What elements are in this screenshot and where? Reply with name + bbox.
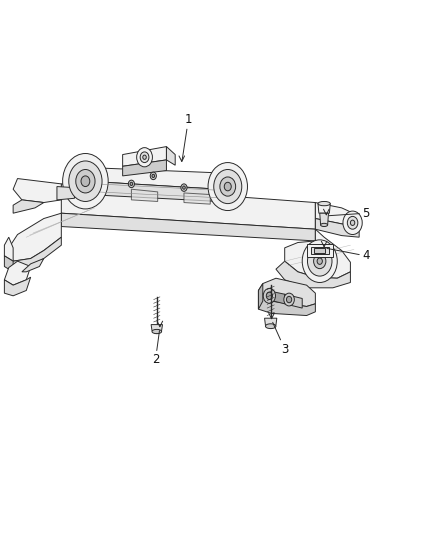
Circle shape [347,216,358,229]
Polygon shape [307,244,333,257]
Polygon shape [4,237,13,261]
Polygon shape [166,147,175,165]
Circle shape [214,169,242,204]
Circle shape [150,172,156,180]
Ellipse shape [152,329,162,334]
Polygon shape [131,189,158,201]
Polygon shape [184,193,210,204]
Polygon shape [315,219,359,237]
Circle shape [140,152,149,163]
Polygon shape [258,278,315,306]
Polygon shape [258,284,263,309]
Polygon shape [13,179,61,203]
Circle shape [224,182,231,191]
Polygon shape [88,181,219,201]
Polygon shape [9,237,61,272]
Polygon shape [57,187,74,200]
Circle shape [128,180,134,188]
Circle shape [286,296,292,303]
Polygon shape [61,184,315,229]
Circle shape [302,240,337,282]
Polygon shape [285,294,302,308]
Polygon shape [276,261,350,288]
Circle shape [137,148,152,167]
Circle shape [263,288,276,303]
Circle shape [130,182,133,185]
Polygon shape [311,247,328,254]
Circle shape [350,220,355,225]
Circle shape [266,292,272,300]
Ellipse shape [318,201,330,206]
Text: 1: 1 [182,114,192,160]
Circle shape [76,169,95,193]
Ellipse shape [321,223,328,227]
Polygon shape [285,229,350,278]
Text: 5: 5 [329,207,369,220]
Polygon shape [315,203,359,227]
Circle shape [220,177,236,196]
Circle shape [343,211,362,235]
Polygon shape [123,160,166,176]
Circle shape [183,186,185,189]
Polygon shape [151,325,162,334]
Polygon shape [4,277,31,296]
Polygon shape [258,290,315,316]
Polygon shape [314,248,325,253]
Polygon shape [22,259,44,272]
Text: 2: 2 [152,330,159,366]
Polygon shape [13,200,44,213]
Polygon shape [123,147,166,166]
Polygon shape [4,261,31,285]
Polygon shape [4,256,13,272]
Circle shape [307,246,332,276]
Circle shape [81,176,90,187]
Circle shape [69,161,102,201]
Circle shape [284,293,294,306]
Polygon shape [9,213,61,261]
Text: 4: 4 [327,248,370,262]
Polygon shape [265,318,277,328]
Polygon shape [318,204,330,213]
Polygon shape [320,213,328,225]
Circle shape [208,163,247,211]
Circle shape [317,258,322,264]
Circle shape [181,184,187,191]
Circle shape [143,155,146,159]
Circle shape [314,254,326,269]
Polygon shape [267,290,285,304]
Circle shape [63,154,108,209]
Polygon shape [61,213,315,241]
Ellipse shape [265,324,276,328]
Polygon shape [88,168,241,189]
Circle shape [152,174,155,177]
Text: 3: 3 [273,322,288,356]
